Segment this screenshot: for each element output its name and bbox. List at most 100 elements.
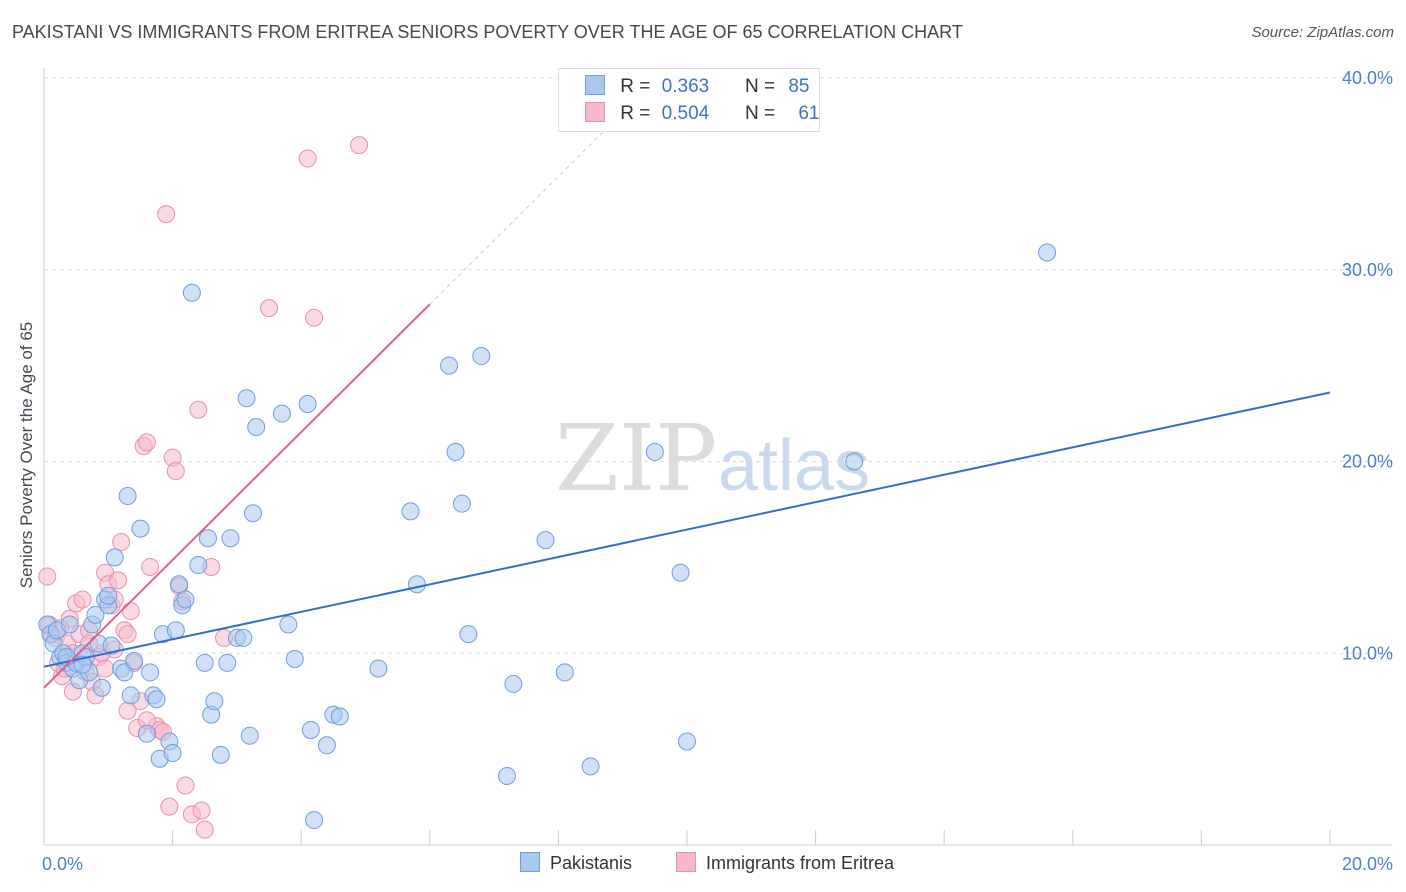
point-pakistanis xyxy=(369,659,388,678)
point-pakistanis xyxy=(581,757,600,776)
point-eritrea xyxy=(260,299,279,318)
y-tick-label: 40.0% xyxy=(1342,68,1393,88)
point-eritrea xyxy=(189,400,208,419)
point-pakistanis xyxy=(243,504,262,523)
point-pakistanis xyxy=(536,531,555,550)
bottom-legend-swatch-blue xyxy=(520,852,540,872)
point-eritrea xyxy=(118,625,137,644)
point-pakistanis xyxy=(645,442,664,461)
legend-row-pakistanis: R = 0.363 N = 85 xyxy=(585,75,809,101)
point-eritrea xyxy=(166,462,185,481)
bottom-legend-eritrea: Immigrants from Eritrea xyxy=(676,852,894,874)
point-eritrea xyxy=(121,602,140,621)
point-pakistanis xyxy=(176,590,195,609)
point-pakistanis xyxy=(247,417,266,436)
bottom-legend-swatch-pink xyxy=(676,852,696,872)
point-pakistanis xyxy=(102,636,121,655)
watermark: ZIP atlas xyxy=(555,405,870,512)
point-pakistanis xyxy=(317,736,336,755)
legend-swatch-blue xyxy=(585,75,605,95)
point-pakistanis xyxy=(452,494,471,513)
point-eritrea xyxy=(137,433,156,452)
legend-swatch-pink xyxy=(585,102,605,122)
point-pakistanis xyxy=(147,690,166,709)
watermark-zip: ZIP xyxy=(555,405,717,512)
series-pakistanis-points xyxy=(38,243,1057,830)
point-eritrea xyxy=(305,308,324,327)
point-pakistanis xyxy=(218,653,237,672)
point-pakistanis xyxy=(60,615,79,634)
legend-r-label: R = xyxy=(620,76,651,97)
trend-lines xyxy=(43,77,1331,689)
point-pakistanis xyxy=(401,502,420,521)
point-eritrea xyxy=(350,136,369,155)
point-eritrea xyxy=(108,571,127,590)
point-eritrea xyxy=(96,659,115,678)
point-pakistanis xyxy=(504,674,523,693)
point-pakistanis xyxy=(105,548,124,567)
gridlines xyxy=(44,77,1392,654)
legend-n-value: 61 xyxy=(798,103,820,124)
point-pakistanis xyxy=(407,575,426,594)
point-pakistanis xyxy=(221,529,240,548)
chart-title: PAKISTANI VS IMMIGRANTS FROM ERITREA SEN… xyxy=(12,22,963,42)
point-pakistanis xyxy=(678,732,696,751)
point-eritrea xyxy=(176,776,195,795)
y-tick-label: 10.0% xyxy=(1342,643,1393,663)
legend-n-label: N = xyxy=(744,76,776,97)
point-pakistanis xyxy=(285,650,304,669)
legend-n-value: 85 xyxy=(788,76,810,97)
point-eritrea xyxy=(298,149,317,168)
point-pakistanis xyxy=(234,628,253,647)
point-pakistanis xyxy=(279,615,298,634)
point-pakistanis xyxy=(497,766,516,785)
point-eritrea xyxy=(160,797,179,816)
point-eritrea xyxy=(38,567,57,586)
watermark-atlas: atlas xyxy=(718,426,870,506)
y-axis-label: Seniors Poverty Over the Age of 65 xyxy=(17,322,36,588)
x-tick-label-min: 0.0% xyxy=(42,854,83,874)
point-pakistanis xyxy=(845,452,864,471)
bottom-legend-label: Immigrants from Eritrea xyxy=(706,853,895,873)
bottom-legend-pakistanis: Pakistanis xyxy=(520,852,632,874)
point-eritrea xyxy=(157,205,176,224)
point-eritrea xyxy=(195,820,214,839)
point-pakistanis xyxy=(301,720,320,739)
point-eritrea xyxy=(112,533,131,552)
axes xyxy=(43,68,1392,846)
point-pakistanis xyxy=(115,663,134,682)
point-pakistanis xyxy=(170,575,189,594)
trend-line-eritrea xyxy=(43,303,431,689)
legend-r-value: 0.363 xyxy=(661,76,710,97)
point-pakistanis xyxy=(240,726,259,745)
point-pakistanis xyxy=(86,605,105,624)
point-pakistanis xyxy=(671,563,690,582)
point-pakistanis xyxy=(92,678,111,697)
point-pakistanis xyxy=(305,811,324,830)
point-eritrea xyxy=(192,801,211,820)
point-pakistanis xyxy=(118,487,137,506)
y-tick-label: 30.0% xyxy=(1342,260,1393,280)
point-pakistanis xyxy=(131,519,150,538)
tick-labels: 10.0% 20.0% 30.0% 40.0% 0.0% 20.0% xyxy=(42,68,1393,874)
point-pakistanis xyxy=(189,556,208,575)
x-tick-label-max: 20.0% xyxy=(1342,854,1393,874)
legend-row-eritrea: R = 0.504 N = 61 xyxy=(585,102,819,128)
point-pakistanis xyxy=(99,586,118,605)
point-pakistanis xyxy=(211,745,230,764)
point-pakistanis xyxy=(459,625,478,644)
point-pakistanis xyxy=(272,404,291,423)
point-pakistanis xyxy=(121,686,140,705)
point-pakistanis xyxy=(166,621,185,640)
point-pakistanis xyxy=(73,655,92,674)
point-eritrea xyxy=(73,590,92,609)
point-pakistanis xyxy=(195,653,214,672)
legend-r-label: R = xyxy=(620,103,651,124)
legend: R = 0.363 N = 85 R = 0.504 N = 61 xyxy=(558,68,820,132)
point-pakistanis xyxy=(1038,243,1057,262)
point-pakistanis xyxy=(237,389,256,408)
source-label: Source: ZipAtlas.com xyxy=(1251,24,1394,41)
point-eritrea xyxy=(141,557,160,576)
point-pakistanis xyxy=(205,692,224,711)
